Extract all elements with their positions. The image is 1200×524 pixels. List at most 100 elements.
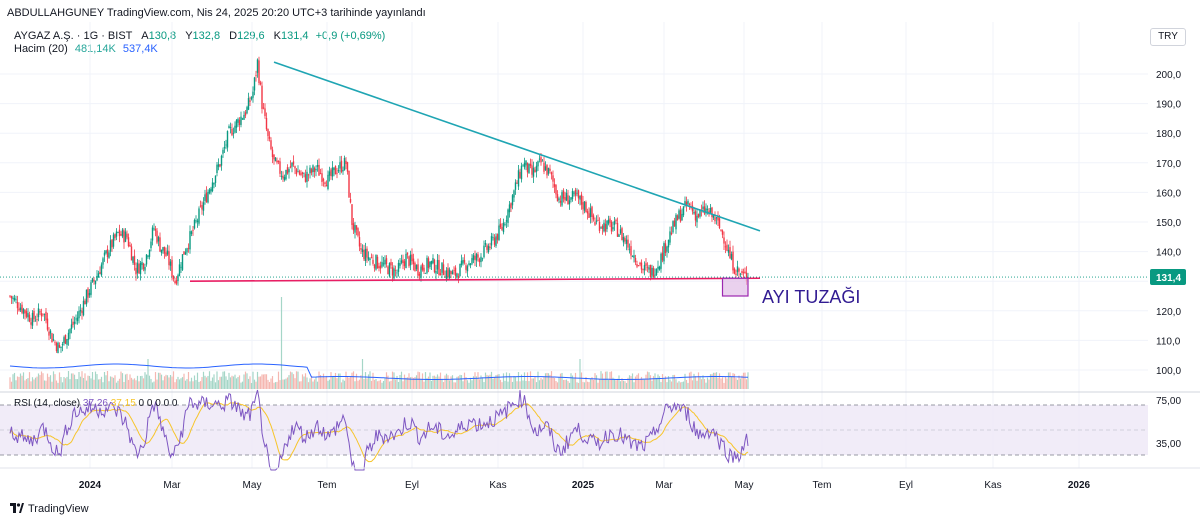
candle-body: [241, 118, 244, 120]
candle-body: [279, 161, 281, 174]
volume-bar: [255, 381, 257, 389]
candle-body: [697, 213, 700, 217]
candle-body: [141, 262, 143, 266]
volume-bar: [561, 372, 563, 389]
volume-bar: [523, 372, 526, 389]
candle-body: [415, 264, 418, 270]
volume-bar: [513, 375, 515, 389]
grid-lines: [0, 22, 1148, 468]
candle-body: [225, 144, 227, 146]
candle-body: [678, 210, 680, 219]
time-tick-label: May: [735, 480, 754, 491]
volume-bar: [442, 382, 445, 389]
volume-bar: [237, 377, 239, 389]
volume-bar: [537, 371, 539, 389]
volume-bar: [559, 373, 562, 389]
volume-bar: [478, 379, 481, 389]
candle-body: [522, 165, 524, 167]
volume-bar: [370, 380, 373, 389]
volume-bar: [637, 373, 640, 389]
time-tick-label: Kas: [984, 480, 1001, 491]
volume-bar: [297, 371, 299, 389]
candle-body: [142, 263, 145, 270]
candle-body: [487, 245, 490, 253]
volume-bar: [369, 371, 371, 389]
candle-body: [675, 214, 677, 230]
candle-body: [189, 231, 191, 250]
volume-bar: [712, 372, 715, 389]
candle-body: [436, 259, 439, 270]
volume-bar: [402, 381, 404, 389]
price-tick-label: 160,0: [1156, 188, 1181, 199]
volume-bar: [727, 372, 730, 389]
candle-body: [646, 266, 649, 268]
candle-body: [270, 140, 272, 150]
volume-bar: [228, 372, 230, 389]
volume-bar: [732, 373, 734, 389]
candle-body: [355, 225, 358, 230]
candle-body: [40, 313, 43, 317]
candle-body: [105, 250, 107, 254]
candle-body: [253, 77, 256, 91]
volume-bar: [162, 380, 164, 389]
symbol-name[interactable]: AYGAZ A.Ş. · 1G · BIST: [14, 30, 133, 42]
candle-body: [183, 251, 185, 255]
volume-bar: [454, 382, 457, 389]
candle-body: [15, 299, 17, 301]
candle-body: [582, 202, 584, 210]
volume-bar: [45, 380, 47, 389]
volume-bar: [484, 372, 487, 389]
volume-bar: [594, 373, 596, 389]
candle-body: [24, 309, 26, 314]
candle-body: [271, 149, 274, 158]
candle-body: [445, 270, 448, 280]
volume-bar: [439, 372, 442, 389]
time-tick-label: Mar: [655, 480, 673, 491]
volume-label[interactable]: Hacim (20): [14, 43, 68, 55]
candle-body: [340, 160, 343, 172]
candle-body: [324, 182, 326, 184]
volume-bar: [163, 376, 166, 389]
volume-bar: [289, 371, 292, 389]
volume-bar: [166, 375, 169, 389]
candle-body: [523, 162, 526, 168]
candle-body: [25, 311, 28, 317]
candle-body: [702, 206, 704, 210]
candle-body: [282, 175, 284, 179]
candle-body: [117, 232, 119, 234]
candle-body: [97, 273, 100, 278]
tradingview-footer[interactable]: TradingView: [10, 503, 89, 515]
volume-bar: [504, 380, 506, 389]
candle-body: [60, 346, 62, 348]
volume-bar: [495, 375, 497, 389]
candle-body: [460, 260, 463, 266]
candle-body: [583, 201, 586, 211]
volume-bar: [640, 376, 643, 389]
volume-bar: [339, 373, 341, 389]
candle-body: [559, 200, 562, 203]
candle-body: [316, 165, 319, 167]
currency-badge[interactable]: TRY: [1150, 28, 1186, 46]
candle-body: [705, 208, 707, 214]
volume-bar: [294, 378, 296, 389]
candle-body: [265, 117, 268, 130]
candle-body: [207, 191, 209, 203]
candle-body: [588, 213, 590, 218]
candle-body: [433, 259, 436, 273]
volume-bar: [156, 379, 158, 389]
candle-body: [297, 171, 299, 173]
volume-bar: [694, 376, 697, 389]
candle-body: [393, 268, 395, 279]
candle-body: [459, 264, 461, 277]
candle-body: [219, 164, 221, 167]
volume-bar: [310, 375, 313, 389]
candle-body: [70, 324, 73, 329]
candle-body: [589, 208, 592, 218]
volume-bar: [664, 376, 667, 389]
time-tick-label: Tem: [318, 480, 337, 491]
volume-bar: [576, 382, 578, 389]
volume-bar: [192, 381, 194, 389]
candle-body: [477, 254, 479, 258]
volume-bar: [423, 381, 425, 389]
